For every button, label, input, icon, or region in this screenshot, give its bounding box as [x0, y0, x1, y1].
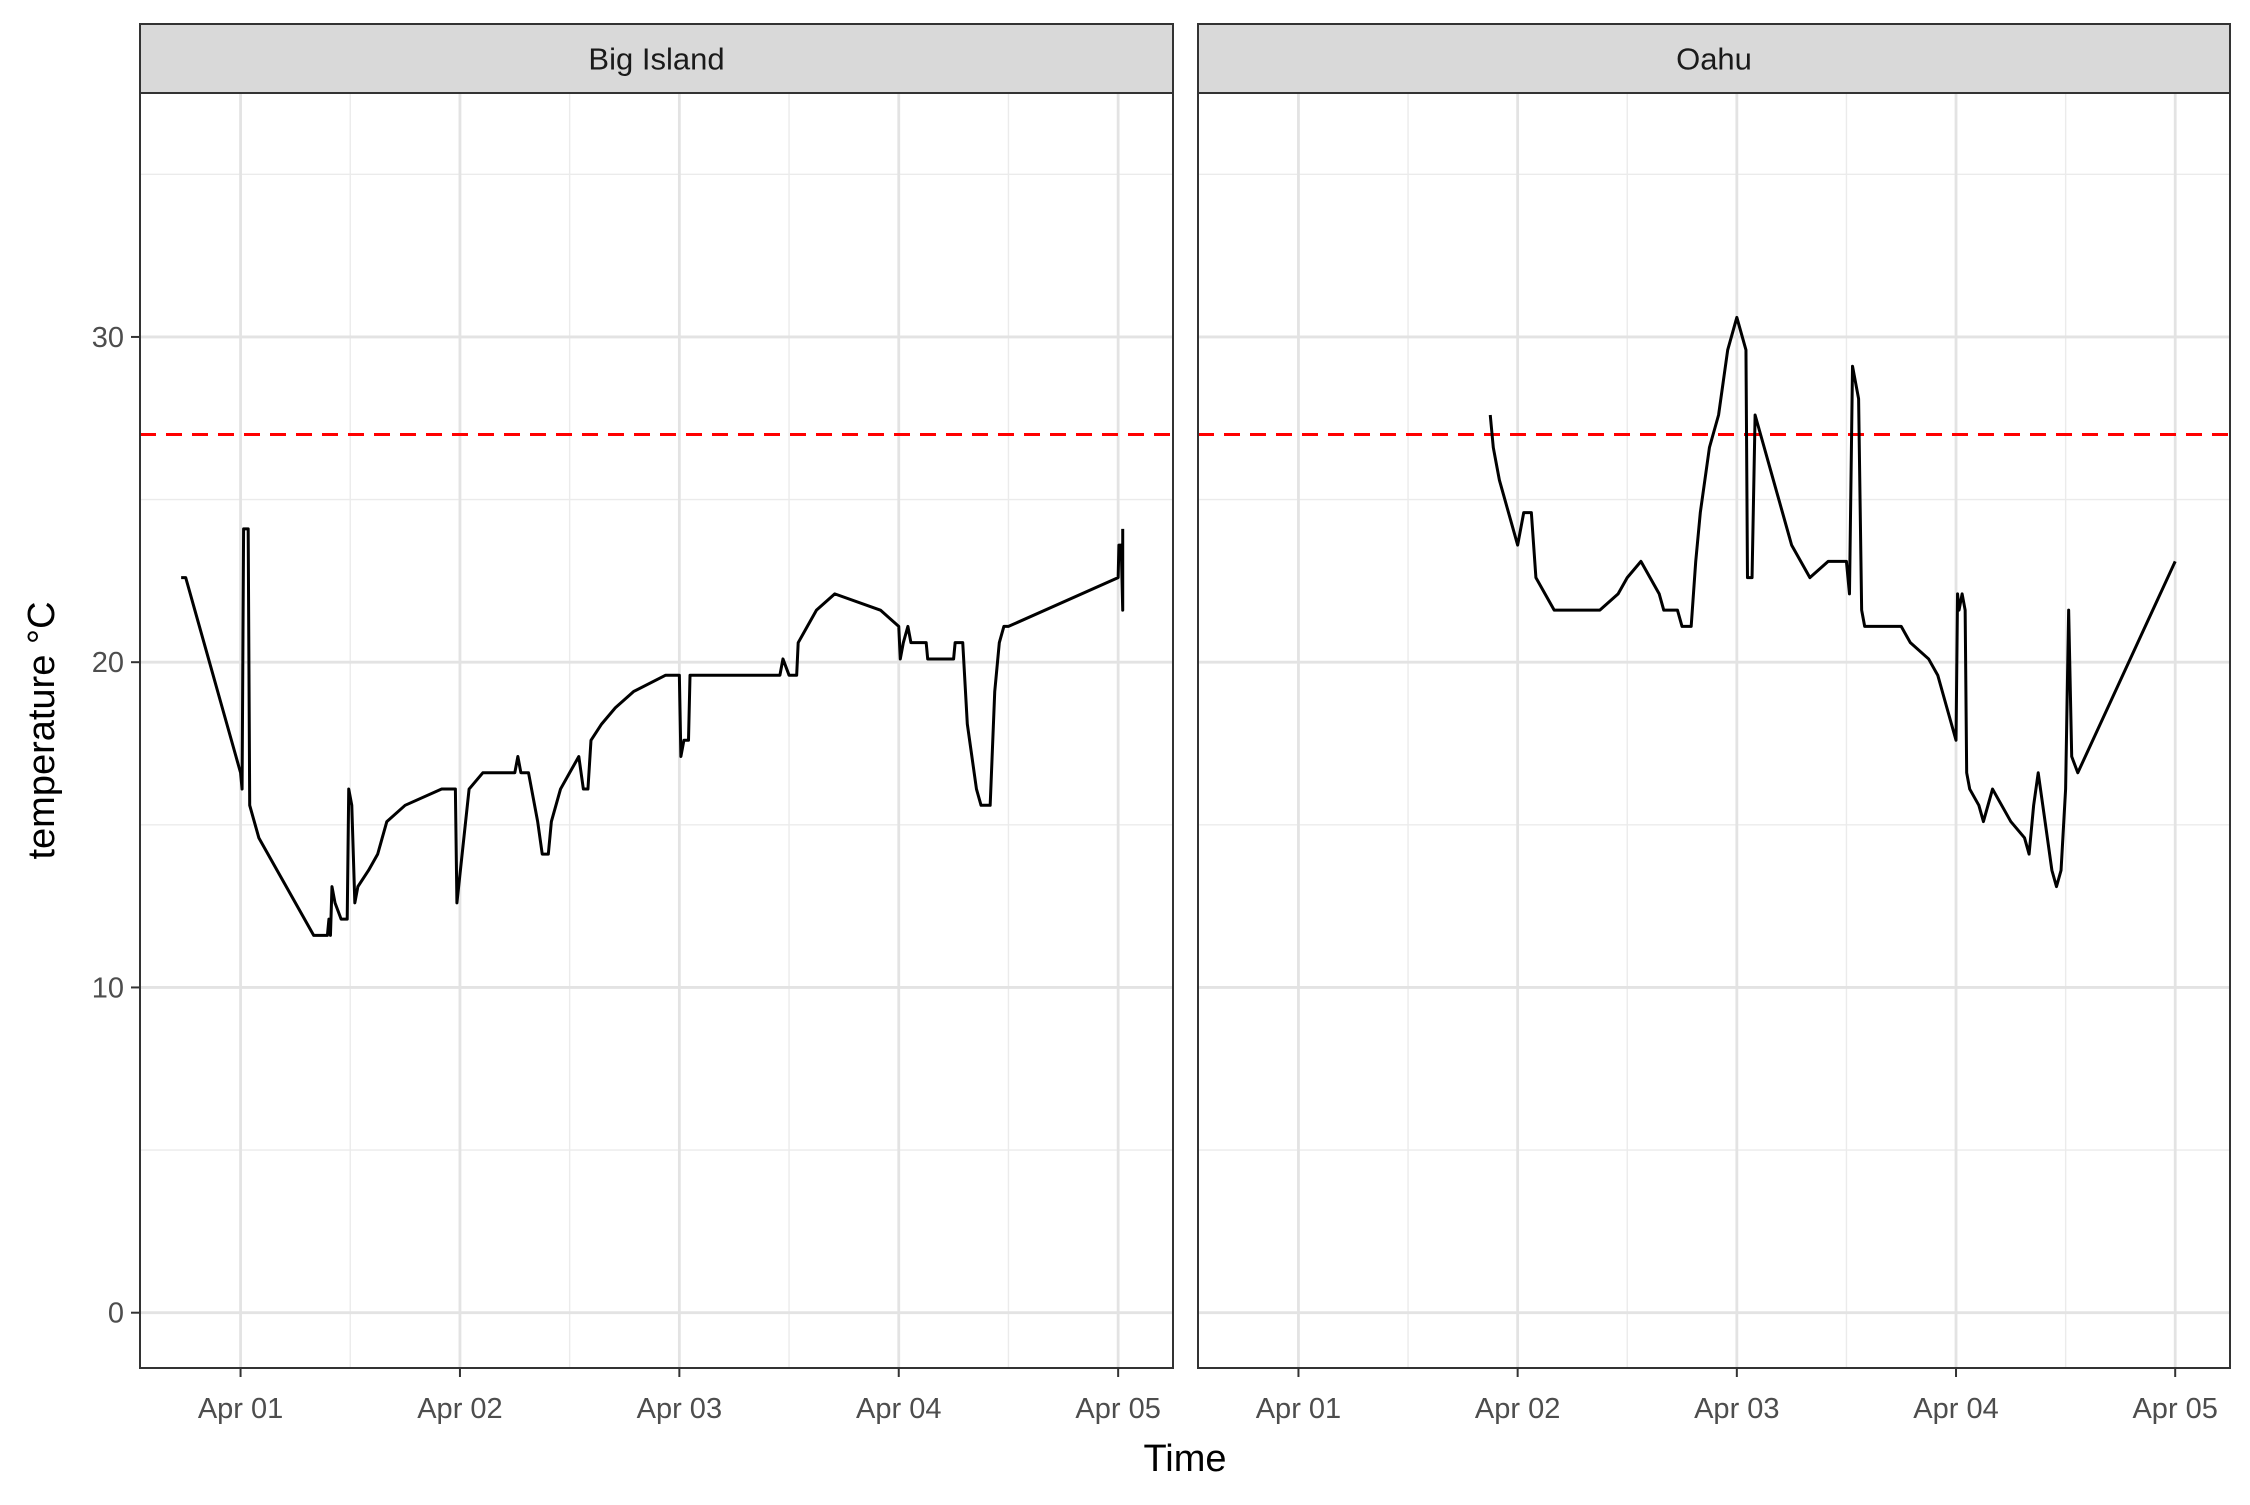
y-tick-label: 30 [92, 322, 124, 354]
x-tick-label: Apr 03 [1694, 1393, 1779, 1425]
panel-background [140, 93, 1173, 1368]
x-tick-label: Apr 01 [1256, 1393, 1341, 1425]
x-tick-label: Apr 05 [1075, 1393, 1160, 1425]
y-tick-label: 0 [108, 1298, 124, 1330]
facet-strip-label: Oahu [1676, 42, 1752, 77]
facet-strip [139, 23, 1174, 94]
y-tick-label: 10 [92, 972, 124, 1004]
temperature-line-big-island [181, 527, 1125, 937]
y-tick-label: 20 [92, 647, 124, 679]
panel-background [1198, 93, 2230, 1368]
x-tick-label: Apr 04 [1913, 1393, 1998, 1425]
x-tick-label: Apr 03 [637, 1393, 722, 1425]
x-tick-label: Apr 04 [856, 1393, 941, 1425]
x-axis-title: Time [1143, 1438, 1226, 1480]
x-tick-label: Apr 02 [1475, 1393, 1560, 1425]
x-tick-label: Apr 05 [2132, 1393, 2217, 1425]
facet-strip-label: Big Island [588, 42, 724, 77]
x-tick-label: Apr 01 [198, 1393, 283, 1425]
y-axis-title: temperature °C [21, 601, 63, 859]
x-tick-label: Apr 02 [417, 1393, 502, 1425]
facet-strip [1197, 23, 2231, 94]
temperature-line-oahu [1488, 315, 2177, 889]
